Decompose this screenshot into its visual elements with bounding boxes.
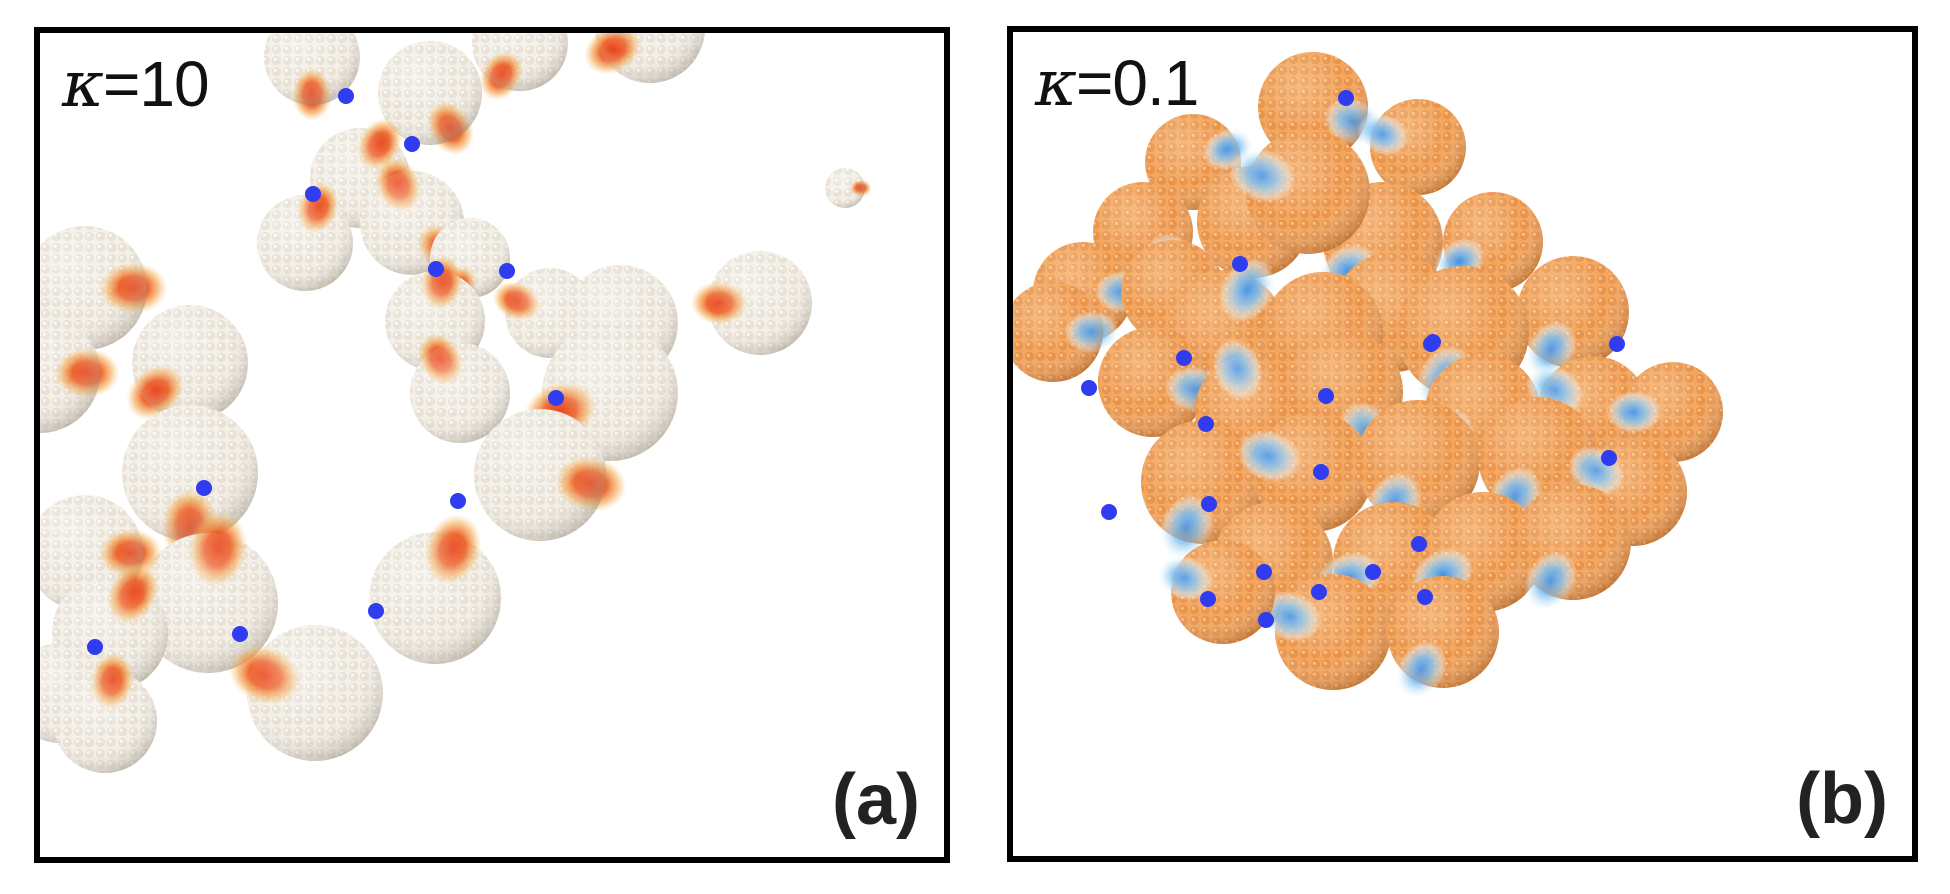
sphere [1141,420,1265,561]
sphere [474,409,627,541]
sphere [369,514,501,664]
sphere [410,333,510,443]
bond-dot [1256,564,1272,580]
bond-group [87,88,564,655]
sphere-shading [595,33,705,83]
sphere [825,168,872,208]
sphere [1517,256,1629,379]
bond-dot [1232,256,1248,272]
sphere [1259,574,1391,690]
bond-dot [1258,612,1274,628]
sphere-shading [122,405,258,541]
kappa-label-b: κ=0.1 [1035,47,1199,121]
sphere-shading [1013,282,1103,382]
sphere-shading [264,33,360,105]
sphere [378,41,482,156]
sphere [584,33,705,83]
sphere [40,226,168,350]
bond-dot [232,626,248,642]
sphere-shading [1275,574,1391,690]
bond-dot [368,603,384,619]
sphere-shading [1515,484,1631,600]
sphere [126,305,248,421]
sphere-shading [1623,362,1723,462]
panel-b: κ=0.1 (b) [1007,26,1918,862]
sphere [52,563,168,691]
panel-a: κ=10 (a) [34,27,950,863]
sphere-shading [708,251,812,355]
sphere-shading [1246,130,1370,254]
bond-dot [428,261,444,277]
panel-label-b: (b) [1796,759,1888,839]
sphere-shading [1370,99,1466,195]
sphere-shading [378,41,482,145]
kappa-label-a: κ=10 [62,48,210,122]
sphere-shading [472,33,568,91]
sphere [264,33,360,121]
sphere [1606,362,1723,462]
sphere [1013,282,1120,382]
sphere-shading [825,168,865,208]
bond-dot [305,186,321,202]
sphere [1357,99,1466,195]
chain-network-scene [40,33,872,773]
bond-dot [1198,416,1214,432]
sphere [690,251,812,355]
bond-dot [1425,334,1441,350]
bond-dot [1200,591,1216,607]
sphere [1229,130,1370,254]
bond-dot [1201,496,1217,512]
bond-dot [548,390,564,406]
bond-dot [404,136,420,152]
sphere-shading [1387,576,1499,688]
sphere-shading [1171,540,1275,644]
sphere-shading [1098,327,1208,437]
bond-dot [1601,450,1617,466]
sphere-shading [257,195,353,291]
sphere [1387,576,1499,699]
bond-dot [1338,90,1354,106]
bond-dot [1609,336,1625,352]
sphere-group [40,33,872,773]
bond-dot [1101,504,1117,520]
sphere [472,33,568,101]
sphere-group [1013,52,1723,699]
bond-dot [450,493,466,509]
sphere-shading [132,305,248,421]
sphere-shading [40,313,100,433]
cluster-scene [1013,52,1723,699]
bond-dot [196,480,212,496]
bond-dot [1318,388,1334,404]
bond-dot [499,263,515,279]
sphere-shading [53,669,157,773]
bond-dot [1311,584,1327,600]
bond-dot [1411,536,1427,552]
sphere [1515,484,1631,612]
sphere-shading [1517,256,1629,368]
panel-label-a: (a) [832,760,920,840]
sphere [228,625,383,761]
sphere-shading [1356,400,1480,524]
sphere-shading [247,625,383,761]
sphere-shading [410,343,510,443]
sphere [257,182,353,291]
bond-dot [338,88,354,104]
sphere [40,313,120,433]
sphere-shading [369,532,501,664]
sphere-shading [1141,420,1265,544]
bond-dot [87,639,103,655]
bond-dot [1417,589,1433,605]
sphere [1156,540,1275,644]
bond-dot [1081,380,1097,396]
bond-group [1081,90,1625,628]
sphere [53,652,157,773]
bond-dot [1176,350,1192,366]
bond-dot [1365,564,1381,580]
sphere-shading [40,226,147,350]
sphere-shading [474,409,606,541]
bond-dot [1313,464,1329,480]
